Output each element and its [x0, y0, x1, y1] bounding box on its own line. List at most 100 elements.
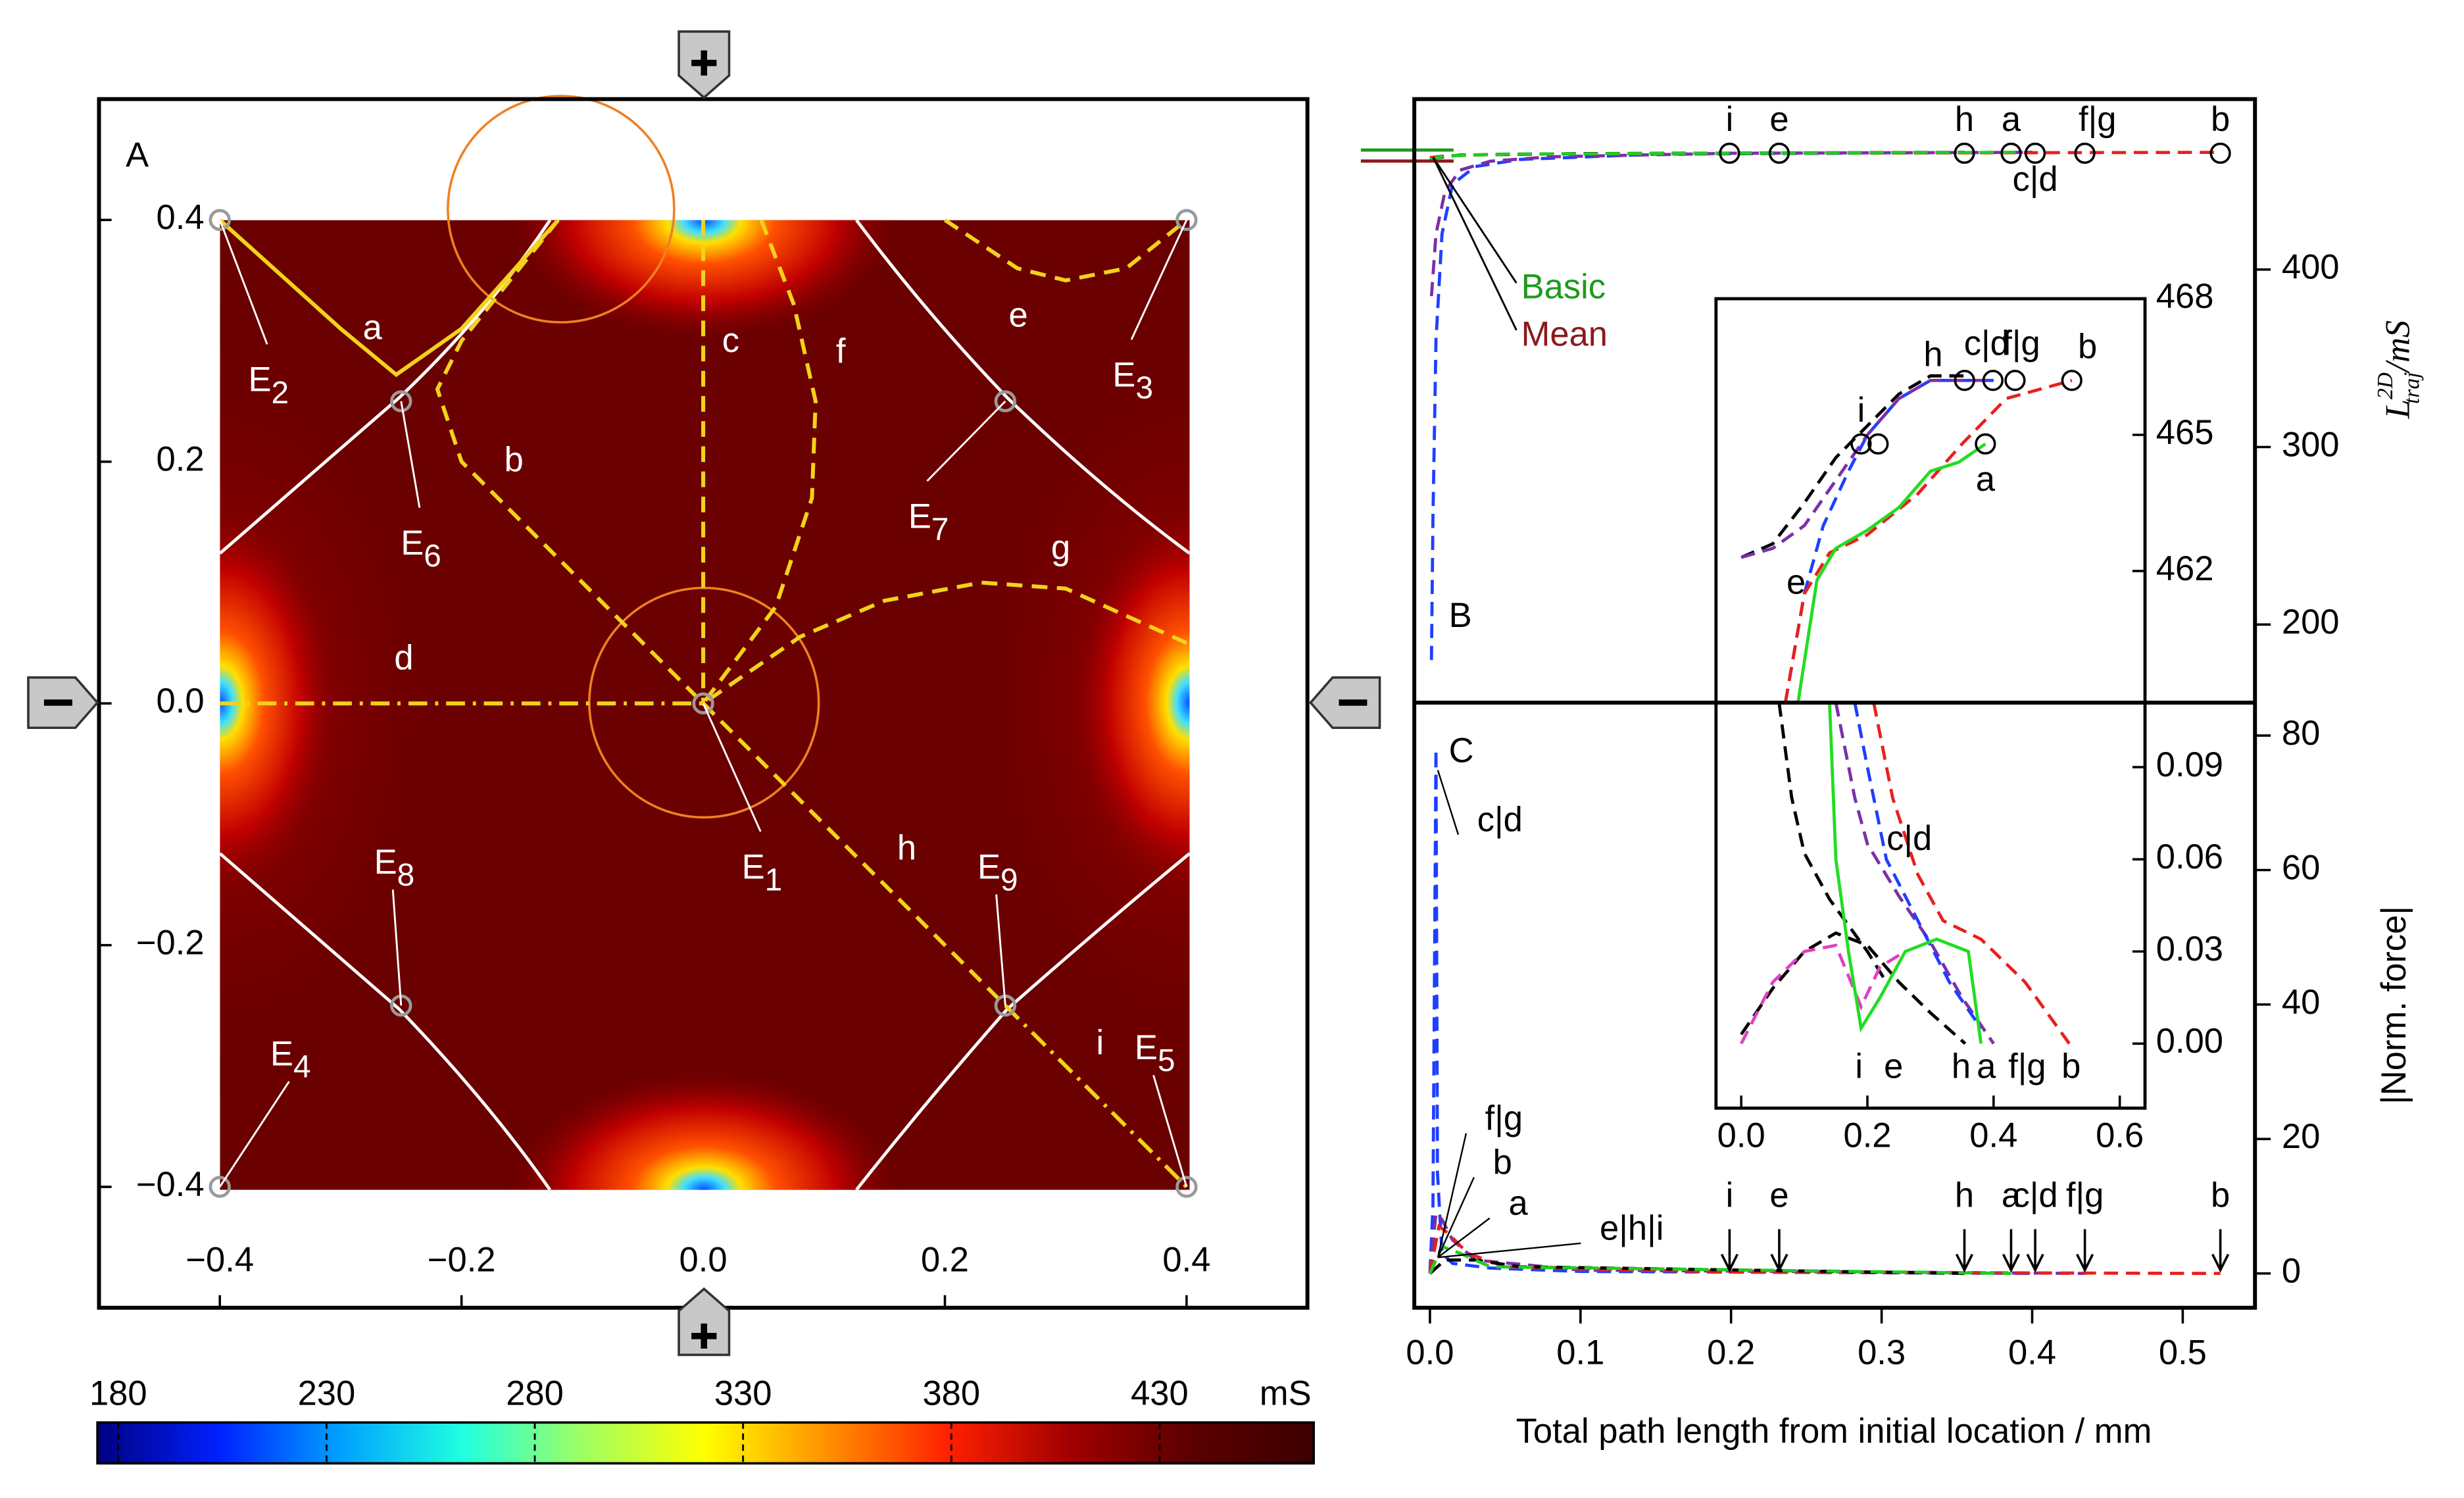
pointer	[219, 1080, 290, 1187]
inset-annotation: b	[2061, 1047, 2081, 1086]
inset-x-tick-label: 0.6	[2096, 1116, 2144, 1155]
x-tick-label: 0.2	[921, 1240, 969, 1279]
marker-label: i	[1858, 391, 1865, 430]
series-group	[1429, 151, 2221, 661]
y-tick-label: 400	[2282, 248, 2340, 287]
arrow	[2002, 1229, 2021, 1273]
inset-y-tick-label: 0.06	[2156, 837, 2223, 876]
electrode-label: E3	[1112, 355, 1153, 405]
y-tick-label: 40	[2282, 983, 2320, 1022]
series-line	[1428, 1223, 2221, 1276]
marker-label: b	[2211, 100, 2230, 139]
pointer	[1130, 219, 1188, 340]
x-tick-label: 0.2	[1707, 1333, 1755, 1372]
inset-y-tick-label: 0.09	[2156, 745, 2223, 784]
trajectory-label: i	[1096, 1024, 1104, 1062]
marker	[1768, 142, 1790, 164]
colorbar-tick-label: 180	[89, 1374, 147, 1412]
marker-label: i	[1726, 100, 1734, 139]
trajectory	[701, 219, 818, 705]
y-tick-label: 0	[2282, 1252, 2301, 1291]
trajectory-label: d	[394, 638, 413, 677]
pointer	[391, 889, 403, 1006]
arrow-label: c|d	[2012, 1176, 2057, 1214]
inset-annotation: h	[1952, 1047, 1971, 1086]
colorbar-tick-label: 280	[506, 1374, 564, 1412]
y-axis-title: |Norm. force|	[2375, 906, 2413, 1105]
plus-sign	[691, 50, 717, 76]
electrode-label: E5	[1135, 1028, 1175, 1078]
x-tick-label: 0.4	[2008, 1333, 2056, 1372]
electrode-point	[390, 390, 412, 412]
electrode-name: E	[1112, 355, 1135, 394]
marker-label: a	[1976, 460, 1996, 499]
electrode-name: E	[401, 524, 424, 562]
colorbar-tick-label: 230	[298, 1374, 356, 1412]
y-tick-label: −0.2	[136, 924, 205, 962]
x-tick-label: 0.0	[679, 1240, 727, 1279]
electrode-index: 8	[397, 858, 415, 893]
marker	[1975, 433, 1996, 455]
pointer	[702, 703, 762, 832]
series-group	[1740, 703, 2071, 1045]
marker	[2004, 370, 2026, 391]
y-tick-label: −0.4	[136, 1165, 205, 1204]
y-axis-title: L2D traj/mS	[2373, 320, 2425, 419]
label-pointer	[1437, 1217, 1491, 1259]
series-line	[1429, 151, 2033, 661]
inset-background	[1715, 299, 2146, 703]
region-circle	[588, 586, 820, 819]
y-tick-label: 0.4	[157, 198, 205, 237]
series-line	[1740, 943, 1906, 1045]
contour	[855, 220, 1190, 555]
x-tick-label: 0.5	[2159, 1333, 2207, 1372]
arrow	[2076, 1229, 2094, 1273]
plus-sign	[691, 1323, 717, 1349]
annotation: f|g	[1485, 1099, 1523, 1137]
electrode-name: E	[374, 843, 397, 882]
marker-label: f|g	[2079, 100, 2116, 139]
plot-layer: A−0.4 −0.2 0.0 0.2 0.4−0.4−0.20.00.20.4abcde…	[89, 100, 2425, 1465]
series-line	[1834, 703, 1995, 1045]
y-tick-label: 0.2	[157, 440, 205, 479]
trajectory	[943, 218, 1188, 283]
marker	[1850, 433, 1872, 455]
trajectory-label: f	[836, 332, 846, 371]
series-line	[1783, 378, 2073, 703]
electrode-label: E7	[908, 497, 949, 547]
electrode-name: E	[977, 847, 1000, 886]
electrode-point	[1175, 1176, 1198, 1198]
y-title-sup: 2D	[2373, 372, 2398, 399]
x-tick-label: −0.4	[185, 1240, 254, 1279]
series-line	[1429, 151, 2017, 161]
electrode-label: E9	[977, 847, 1018, 897]
y-title-symbol: L	[2379, 399, 2417, 419]
arrow-label: h	[1955, 1176, 1974, 1214]
electrode-index: 3	[1135, 370, 1153, 405]
annotation: a	[1508, 1184, 1528, 1222]
inset-y-tick-label: 468	[2156, 277, 2214, 316]
electrode-label: E4	[270, 1034, 311, 1084]
arrow	[2211, 1229, 2230, 1273]
arrow	[1770, 1229, 1788, 1273]
annotation: e|h|i	[1600, 1209, 1663, 1248]
label-pointer	[1437, 770, 1460, 836]
electrode-index: 2	[272, 375, 289, 410]
contour	[220, 852, 552, 1190]
label-pointer	[1437, 1177, 1475, 1258]
electrode-point	[209, 1176, 231, 1198]
inset-frame	[1714, 297, 2147, 1110]
arrow-label: e	[1769, 1176, 1788, 1214]
inset-y-tick-label: 0.00	[2156, 1022, 2223, 1061]
electrode-name: E	[742, 847, 765, 886]
electrode-point	[209, 209, 231, 232]
marker-label: f|g	[2002, 324, 2040, 363]
trajectory	[701, 702, 1007, 1007]
inset-annotation: e	[1884, 1047, 1903, 1086]
electrode-point	[1175, 209, 1198, 232]
trajectory-label: h	[897, 828, 916, 867]
panel-label: A	[126, 136, 149, 174]
electrode-label: E8	[374, 843, 415, 893]
arrow	[2026, 1229, 2044, 1273]
